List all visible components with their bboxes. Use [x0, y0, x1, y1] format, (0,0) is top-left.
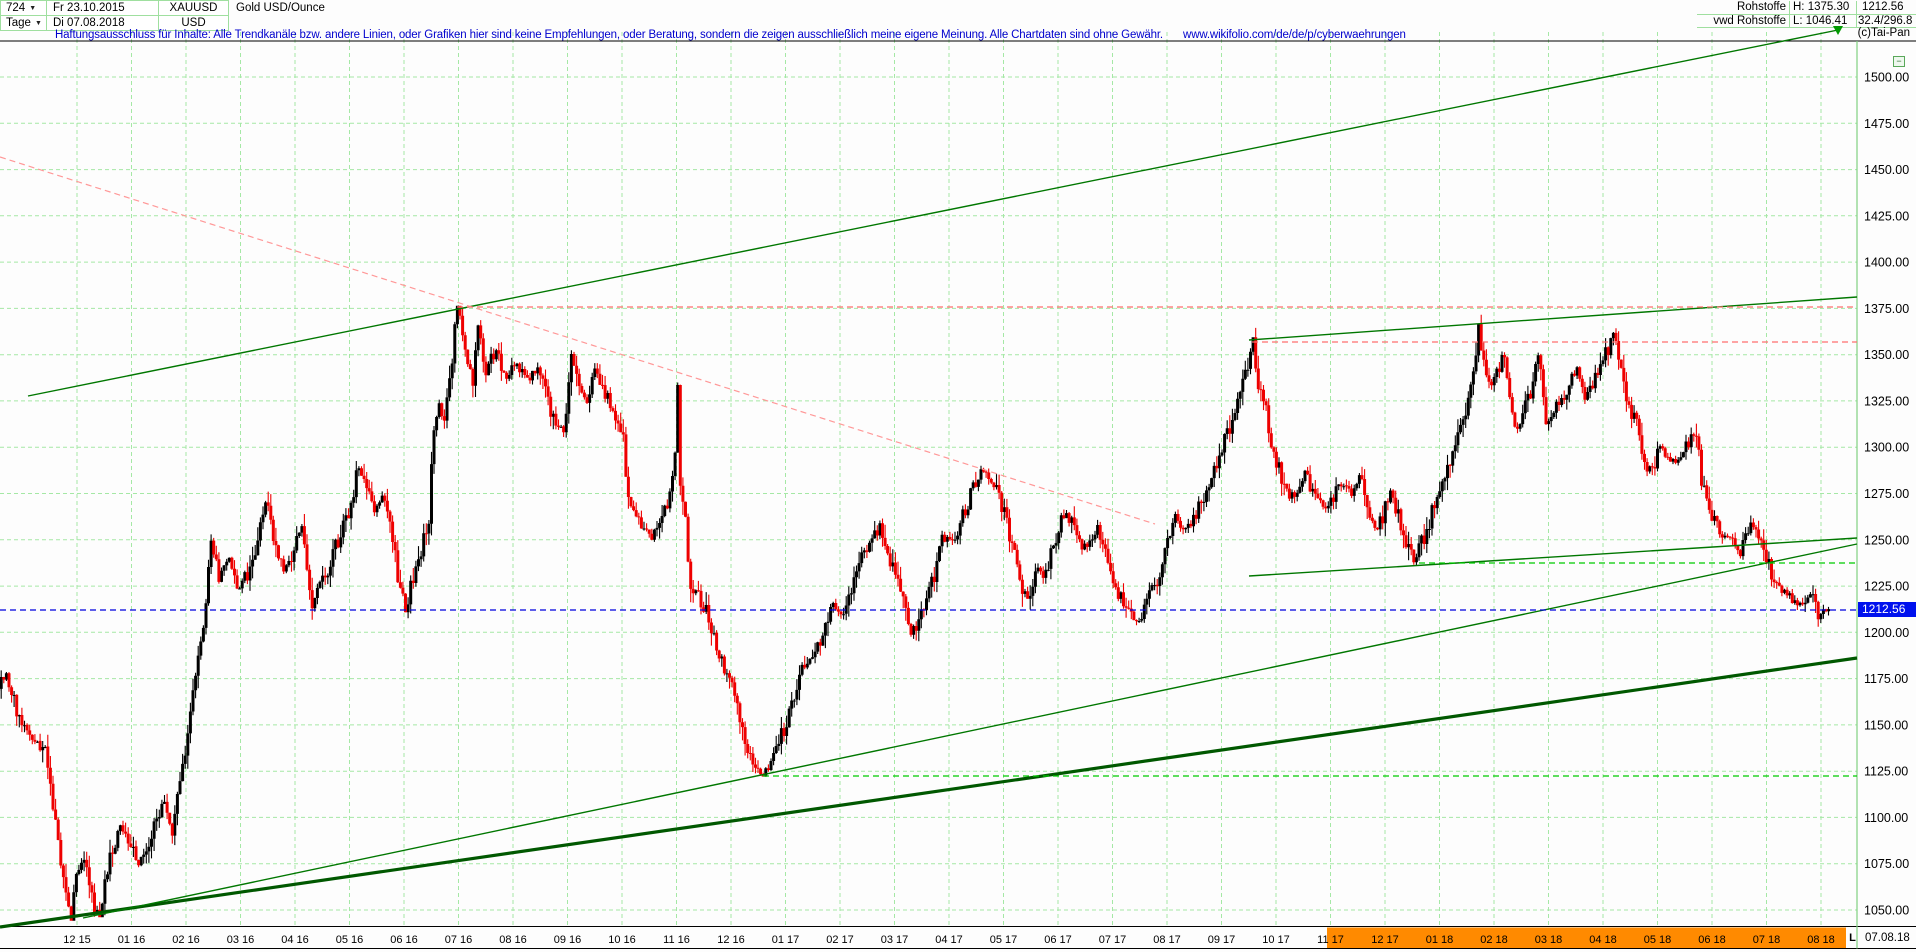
down-candle-wicks: [3, 307, 1827, 917]
price-tick-label: 1075.00: [1864, 857, 1909, 871]
trendline-major-support-from-2015-low[interactable]: [0, 656, 1858, 929]
time-tick-label: 05 18: [1644, 934, 1672, 946]
stats-label: 32.4/296.8: [1858, 15, 1913, 27]
currency-value: USD: [181, 17, 206, 29]
price-tick-label: 1050.00: [1864, 903, 1909, 917]
price-tick-label: 1125.00: [1864, 765, 1908, 779]
chevron-down-icon[interactable]: ▼: [34, 19, 42, 27]
trendline-channel-top-from-sep17-high[interactable]: [1248, 296, 1858, 341]
instrument-title: Gold USD/Ounce: [236, 2, 325, 14]
last-date-label: 07.08.18: [1865, 932, 1910, 944]
time-tick-label: 12 16: [717, 934, 745, 946]
time-tick-label: 02 16: [172, 934, 200, 946]
header-divider: [1697, 14, 1916, 15]
price-tick-label: 1100.00: [1864, 811, 1908, 825]
trendline-end-marker-icon: [1833, 26, 1843, 35]
price-tick-label: 1175.00: [1864, 672, 1908, 686]
last-value-label: 1212.56: [1862, 1, 1904, 13]
time-tick-label: 10 17: [1262, 934, 1290, 946]
period-high-label: H: 1375.30: [1793, 1, 1850, 13]
time-tick-label: 06 18: [1698, 934, 1726, 946]
trendline-support-dec15-dec16-lows[interactable]: [82, 543, 1858, 919]
period-dropdown[interactable]: Tage ▼: [0, 15, 47, 31]
bars-count-value: 724: [6, 2, 26, 14]
time-tick-label: 03 17: [881, 934, 909, 946]
period-low-label: L: 1046.41: [1793, 15, 1848, 27]
price-tick-label: 1200.00: [1864, 626, 1909, 640]
up-candle-wicks: [0, 307, 1830, 917]
last-price-badge: 1212.56: [1858, 602, 1916, 617]
time-tick-label: 12 15: [63, 934, 91, 946]
price-tick-label: 1225.00: [1864, 580, 1909, 594]
time-tick-label: 11 17: [1317, 934, 1344, 946]
date-to-field[interactable]: Di 07.08.2018: [46, 15, 159, 31]
date-to-value: Di 07.08.2018: [53, 17, 125, 29]
trendline-channel-bottom-sep17[interactable]: [1248, 537, 1858, 577]
time-tick-label: 12 17: [1371, 934, 1399, 946]
time-tick-label: 01 18: [1426, 934, 1454, 946]
price-tick-label: 1500.00: [1864, 71, 1909, 85]
time-tick-label: 05 16: [336, 934, 364, 946]
time-tick-label: 04 18: [1589, 934, 1617, 946]
symbol-field[interactable]: XAUUSD: [158, 0, 229, 16]
time-tick-label: 06 17: [1044, 934, 1072, 946]
vertical-gridlines: [76, 32, 1822, 926]
time-tick-label: 04 16: [281, 934, 309, 946]
time-tick-label: 03 18: [1535, 934, 1563, 946]
price-tick-label: 1300.00: [1864, 441, 1909, 455]
footer-right-group: L 07.08.18: [1847, 928, 1910, 948]
group-label: Rohstoffe: [1736, 1, 1786, 13]
currency-field: USD: [158, 15, 229, 31]
time-tick-label: 06 16: [390, 934, 418, 946]
price-tick-label: 1275.00: [1864, 487, 1909, 501]
time-tick-label: 02 17: [826, 934, 854, 946]
price-tick-label: 1475.00: [1864, 117, 1909, 131]
chevron-down-icon[interactable]: ▼: [29, 4, 37, 12]
price-tick-label: 1400.00: [1864, 256, 1909, 270]
price-tick-label: 1425.00: [1864, 209, 1909, 223]
disclaimer-text: Haftungsausschluss für Inhalte: Alle Tre…: [55, 29, 1406, 41]
time-tick-label: 08 16: [499, 934, 527, 946]
price-tick-label: 1325.00: [1864, 394, 1909, 408]
time-tick-label: 01 17: [772, 934, 800, 946]
up-candle-bodies: [0, 305, 1830, 921]
down-candle-bodies: [2, 305, 1828, 921]
time-tick-label: 08 18: [1807, 934, 1835, 946]
time-tick-label: 07 17: [1099, 934, 1127, 946]
time-tick-label: 09 16: [554, 934, 582, 946]
trendline-steep-resistance-line[interactable]: [27, 29, 1839, 397]
date-from-value: Fr 23.10.2015: [53, 2, 125, 14]
time-tick-label: 01 16: [118, 934, 146, 946]
time-tick-label: 07 18: [1753, 934, 1781, 946]
horizontal-gridlines: [0, 76, 1857, 911]
low-marker-label: L: [1849, 932, 1856, 944]
trendline-downtrend-from-top-left[interactable]: [0, 156, 1156, 525]
price-tick-label: 1375.00: [1864, 302, 1909, 316]
time-tick-label: 08 17: [1153, 934, 1181, 946]
time-tick-label: 09 17: [1208, 934, 1236, 946]
wikifolio-link[interactable]: www.wikifolio.com/de/de/p/cyberwaehrunge…: [1183, 29, 1406, 41]
time-tick-label: 02 18: [1480, 934, 1508, 946]
price-tick-label: 1250.00: [1864, 533, 1909, 547]
period-value: Tage: [6, 17, 31, 29]
time-tick-label: 11 16: [663, 934, 690, 946]
symbol-value: XAUUSD: [169, 2, 218, 14]
timeline-highlight-bar: [1327, 927, 1846, 949]
chart-borders: [0, 40, 1916, 949]
price-tick-label: 1150.00: [1864, 718, 1908, 732]
feed-label: vwd Rohstoffe: [1713, 15, 1786, 27]
time-tick-label: 07 16: [445, 934, 473, 946]
copyright-label: (c)Tai-Pan: [1857, 27, 1910, 39]
collapse-axis-icon[interactable]: −: [1893, 56, 1905, 67]
time-tick-label: 03 16: [227, 934, 255, 946]
header-divider: [1697, 27, 1916, 28]
time-tick-label: 04 17: [935, 934, 963, 946]
price-tick-label: 1350.00: [1864, 348, 1909, 362]
time-tick-label: 10 16: [608, 934, 636, 946]
price-tick-label: 1450.00: [1864, 163, 1909, 177]
time-tick-label: 05 17: [990, 934, 1018, 946]
